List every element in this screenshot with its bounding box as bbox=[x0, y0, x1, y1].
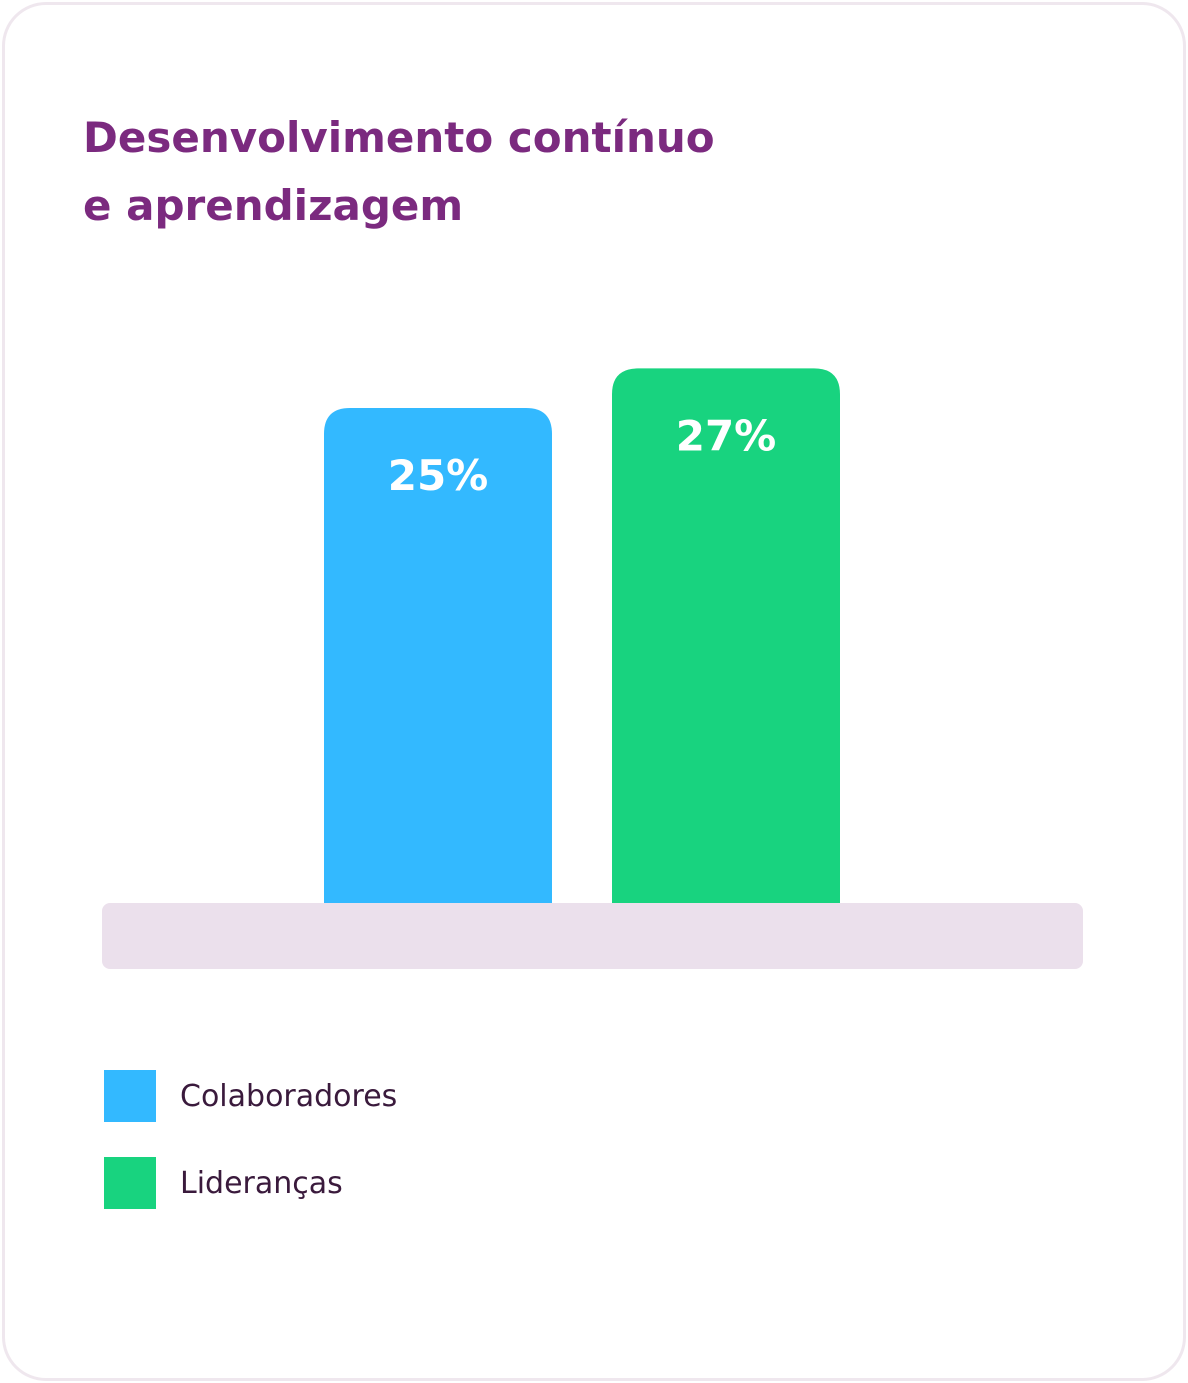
legend-label-liderancas: Lideranças bbox=[180, 1165, 343, 1201]
chart-baseline bbox=[102, 903, 1083, 969]
legend-swatch-liderancas bbox=[104, 1157, 156, 1209]
bar-colaboradores bbox=[324, 408, 552, 903]
chart-title: Desenvolvimento contínuo e aprendizagem bbox=[83, 104, 983, 240]
legend-item-liderancas: Lideranças bbox=[104, 1157, 397, 1209]
legend-swatch-colaboradores bbox=[104, 1070, 156, 1122]
chart-title-line-1: Desenvolvimento contínuo bbox=[83, 113, 715, 162]
bar-value-label-liderancas: 27% bbox=[676, 411, 777, 460]
legend: Colaboradores Lideranças bbox=[104, 1070, 397, 1244]
legend-label-colaboradores: Colaboradores bbox=[180, 1078, 398, 1114]
chart-title-line-2: e aprendizagem bbox=[83, 181, 464, 230]
bar-liderancas bbox=[612, 368, 840, 903]
legend-item-colaboradores: Colaboradores bbox=[104, 1070, 397, 1122]
bar-value-label-colaboradores: 25% bbox=[388, 451, 489, 500]
